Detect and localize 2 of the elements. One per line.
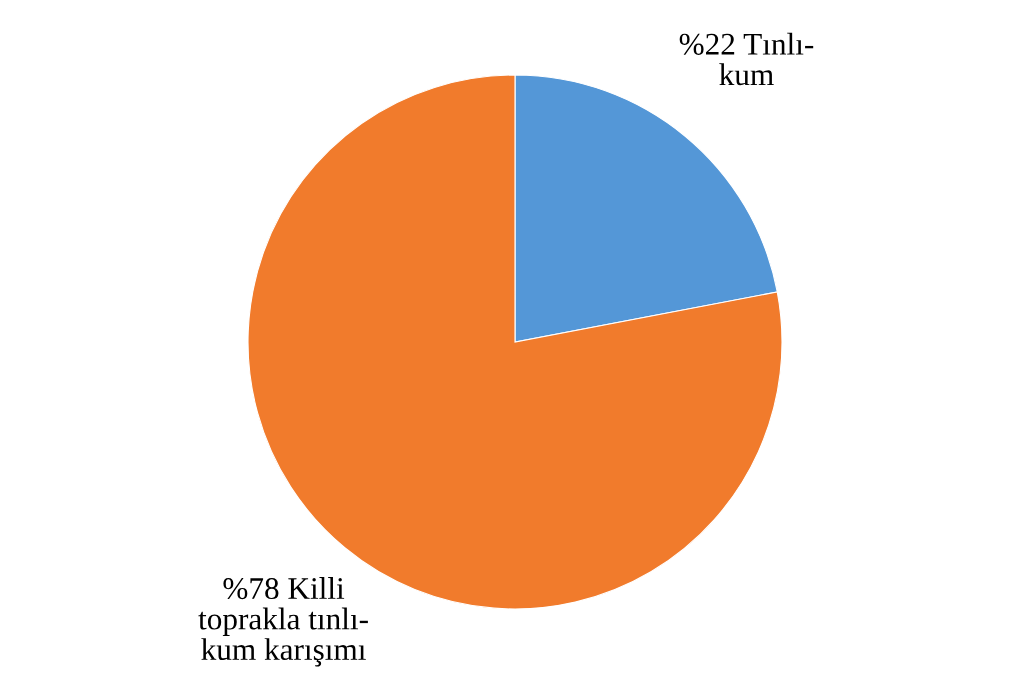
slice-label: %78 Killi toprakla tınlı- kum karışımı xyxy=(198,577,368,667)
slice-label: %22 Tınlı- kum xyxy=(679,32,814,86)
